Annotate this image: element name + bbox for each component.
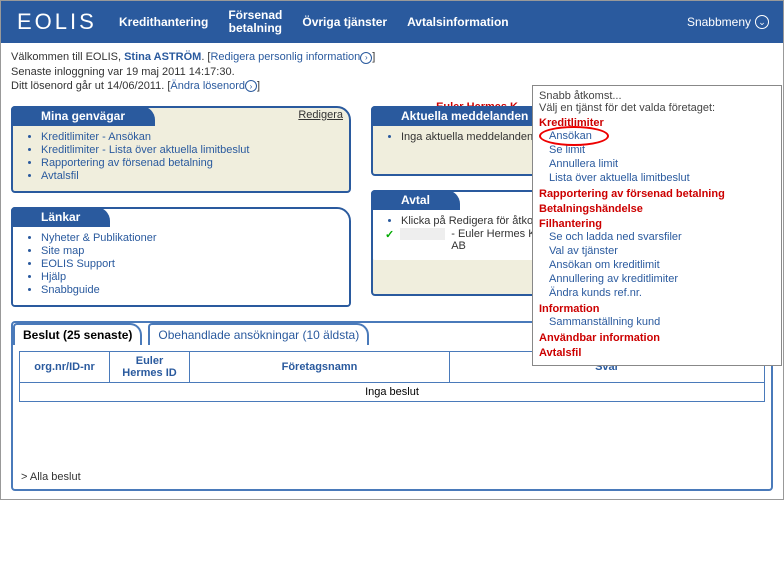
nav-forsenad[interactable]: Försenad betalning: [218, 1, 292, 43]
dropdown-hint: Välj en tjänst för det valda företaget:: [539, 102, 775, 114]
top-nav: EOLIS Kredithantering Försenad betalning…: [1, 1, 783, 43]
tab-beslut[interactable]: Beslut (25 senaste): [13, 323, 142, 345]
col-eulerid: Euler Hermes ID: [110, 352, 190, 383]
panel-title: Avtal: [371, 190, 460, 210]
panel-title: Länkar: [11, 207, 110, 227]
message-text: Inga aktuella meddelanden: [401, 131, 533, 143]
dropdown-hint: Snabb åtkomst...: [539, 90, 775, 102]
link-item[interactable]: EOLIS Support: [41, 258, 115, 270]
dropdown-header[interactable]: Avtalsfil: [539, 347, 775, 359]
redacted-box: [400, 228, 445, 240]
all-results-link[interactable]: > Alla beslut: [21, 471, 81, 483]
shortcut-link[interactable]: Rapportering av försenad betalning: [41, 157, 213, 169]
dropdown-item[interactable]: Ansökan om kreditlimit: [539, 258, 775, 272]
dropdown-item[interactable]: Annullering av kreditlimiter: [539, 272, 775, 286]
check-icon: ✓: [385, 228, 394, 241]
dropdown-item[interactable]: Annullera limit: [539, 157, 775, 171]
snabbmeny-dropdown: Snabb åtkomst... Välj en tjänst för det …: [532, 85, 782, 366]
dropdown-header[interactable]: Rapportering av försenad betalning: [539, 188, 775, 200]
dropdown-header: Kreditlimiter: [539, 117, 775, 129]
dropdown-item-ansokan[interactable]: Ansökan: [539, 129, 775, 143]
arrow-right-icon: ›: [360, 52, 372, 64]
logo: EOLIS: [1, 1, 109, 43]
chevron-down-icon: ⌄: [755, 15, 769, 29]
dropdown-item[interactable]: Lista över aktuella limitbeslut: [539, 171, 775, 185]
panel-mina-genvagar: Mina genvägar Redigera Kreditlimiter - A…: [11, 106, 351, 193]
avtal-line: Klicka på Redigera för åtkom: [401, 215, 542, 227]
panel-title: Mina genvägar: [11, 106, 155, 126]
col-orgnr: org.nr/ID-nr: [20, 352, 110, 383]
dropdown-header[interactable]: Betalningshändelse: [539, 203, 775, 215]
edit-shortcuts-link[interactable]: Redigera: [298, 109, 343, 121]
change-password-link[interactable]: Ändra lösenord: [170, 80, 245, 92]
dropdown-header: Information: [539, 303, 775, 315]
welcome-line: Välkommen till EOLIS, Stina ASTRÖM. [Red…: [11, 51, 773, 64]
arrow-right-icon: ›: [245, 80, 257, 92]
dropdown-item[interactable]: Val av tjänster: [539, 244, 775, 258]
dropdown-item[interactable]: Se limit: [539, 143, 775, 157]
shortcut-link[interactable]: Kreditlimiter - Lista över aktuella limi…: [41, 144, 249, 156]
edit-profile-link[interactable]: Redigera personlig information: [210, 51, 360, 63]
last-login-text: Senaste inloggning var 19 maj 2011 14:17…: [11, 66, 773, 78]
shortcut-link[interactable]: Avtalsfil: [41, 170, 79, 182]
link-item[interactable]: Site map: [41, 245, 84, 257]
dropdown-item[interactable]: Ändra kunds ref.nr.: [539, 286, 775, 300]
shortcut-link[interactable]: Kreditlimiter - Ansökan: [41, 131, 151, 143]
dropdown-item[interactable]: Sammanställning kund: [539, 315, 775, 329]
dropdown-item[interactable]: Se och ladda ned svarsfiler: [539, 230, 775, 244]
link-item[interactable]: Snabbguide: [41, 284, 100, 296]
link-item[interactable]: Nyheter & Publikationer: [41, 232, 157, 244]
panel-lankar: Länkar Nyheter & Publikationer Site map …: [11, 207, 351, 307]
col-foretag: Företagsnamn: [190, 352, 450, 383]
empty-row: Inga beslut: [20, 383, 765, 402]
dropdown-header[interactable]: Användbar information: [539, 332, 775, 344]
nav-avtals[interactable]: Avtalsinformation: [397, 1, 519, 43]
nav-kredithantering[interactable]: Kredithantering: [109, 1, 218, 43]
panel-title: Aktuella meddelanden: [371, 106, 558, 126]
nav-ovriga[interactable]: Övriga tjänster: [292, 1, 397, 43]
link-item[interactable]: Hjälp: [41, 271, 66, 283]
snabbmeny-button[interactable]: Snabbmeny ⌄: [673, 1, 783, 43]
tab-obehandlade[interactable]: Obehandlade ansökningar (10 äldsta): [148, 323, 369, 345]
dropdown-header: Filhantering: [539, 218, 775, 230]
